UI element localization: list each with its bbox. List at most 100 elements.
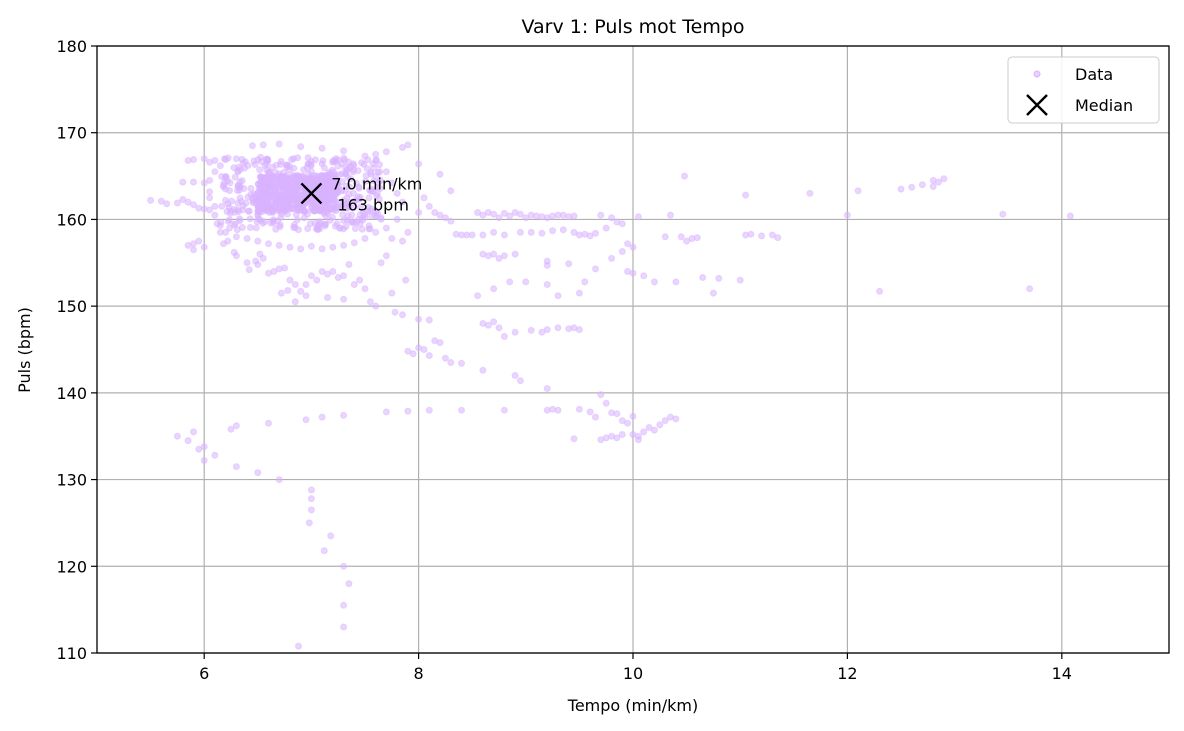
data-point xyxy=(307,506,315,514)
legend-box xyxy=(1007,56,1160,124)
data-point xyxy=(500,333,508,340)
data-point xyxy=(918,181,926,189)
data-point xyxy=(377,259,385,267)
data-point-cluster xyxy=(260,200,268,208)
data-point xyxy=(388,289,396,297)
y-tick-label: 140 xyxy=(56,384,87,403)
data-point xyxy=(629,243,637,251)
data-point-cluster xyxy=(309,183,317,191)
data-point xyxy=(259,254,267,262)
data-point xyxy=(265,419,272,427)
data-point xyxy=(382,224,390,232)
data-point xyxy=(597,211,605,219)
data-point xyxy=(307,272,315,280)
data-point xyxy=(184,198,192,206)
data-point xyxy=(742,191,750,199)
data-point-cluster xyxy=(261,162,269,169)
data-point xyxy=(302,292,310,300)
data-point xyxy=(275,476,283,484)
data-point-cluster xyxy=(256,166,264,174)
data-point xyxy=(715,274,723,282)
data-point xyxy=(640,272,648,280)
data-point-cluster xyxy=(319,203,327,211)
data-point xyxy=(683,237,691,245)
data-point xyxy=(388,179,396,187)
data-point xyxy=(275,140,283,148)
data-point xyxy=(190,201,197,209)
legend-data-label: Data xyxy=(1075,65,1113,84)
data-point-cluster xyxy=(246,215,254,223)
data-point-cluster xyxy=(272,161,280,169)
data-point xyxy=(511,372,519,379)
data-point xyxy=(302,416,310,424)
data-point xyxy=(404,407,412,415)
data-point xyxy=(350,239,358,247)
data-point-cluster xyxy=(240,185,248,192)
data-point xyxy=(382,148,390,156)
data-point-cluster xyxy=(351,225,359,232)
data-point-cluster xyxy=(340,217,348,224)
data-point xyxy=(190,156,197,164)
data-point-cluster xyxy=(239,159,247,167)
data-point xyxy=(265,240,272,248)
data-point-cluster xyxy=(334,162,342,170)
data-point-cluster xyxy=(262,155,270,163)
data-point-cluster xyxy=(292,183,300,191)
data-point xyxy=(495,254,503,262)
data-point xyxy=(570,435,578,443)
data-point xyxy=(297,143,305,151)
data-point xyxy=(366,207,374,215)
data-point xyxy=(190,178,197,186)
data-point xyxy=(340,562,348,570)
data-point-cluster xyxy=(290,155,298,163)
y-tick-label: 110 xyxy=(56,644,87,663)
data-point-cluster xyxy=(251,161,259,168)
data-point xyxy=(806,189,814,197)
data-point xyxy=(999,210,1007,218)
data-point xyxy=(575,405,583,413)
data-point xyxy=(608,409,616,417)
data-point-cluster xyxy=(356,211,364,219)
data-point-cluster xyxy=(230,221,238,229)
data-point xyxy=(399,311,406,319)
data-point xyxy=(307,495,315,503)
data-point xyxy=(570,228,578,236)
data-point xyxy=(190,246,197,254)
data-point xyxy=(495,324,503,332)
data-point xyxy=(254,261,262,268)
legend-median-label: Median xyxy=(1075,96,1133,115)
data-point-cluster xyxy=(294,226,302,234)
data-point xyxy=(382,252,390,260)
data-point xyxy=(232,155,240,163)
y-tick-label: 150 xyxy=(56,297,87,316)
data-point xyxy=(184,437,192,445)
data-point xyxy=(307,242,315,250)
legend: Data Median xyxy=(1007,56,1160,124)
data-point xyxy=(297,245,305,253)
data-point xyxy=(897,185,905,193)
data-point xyxy=(211,168,219,176)
data-point-cluster xyxy=(338,178,346,186)
data-point-cluster xyxy=(334,204,342,211)
data-point xyxy=(232,463,240,471)
y-axis-ticks: 110 120 130 140 150 160 170 180 xyxy=(56,37,97,663)
data-point xyxy=(543,385,551,392)
data-point xyxy=(736,276,744,284)
data-point xyxy=(372,157,380,164)
data-point xyxy=(650,426,658,434)
data-point-cluster xyxy=(257,173,265,181)
data-point xyxy=(693,234,701,242)
data-point xyxy=(372,228,380,236)
legend-median-marker xyxy=(1026,94,1048,116)
data-point xyxy=(667,211,674,219)
data-point xyxy=(527,228,535,236)
data-point xyxy=(709,289,717,297)
data-point xyxy=(409,350,417,358)
data-point xyxy=(618,220,626,228)
y-axis-label: Puls (bpm) xyxy=(15,307,34,393)
data-point xyxy=(307,486,315,494)
y-tick-label: 170 xyxy=(56,124,87,143)
data-point xyxy=(345,580,353,588)
data-point xyxy=(329,243,337,251)
data-point xyxy=(284,287,292,294)
